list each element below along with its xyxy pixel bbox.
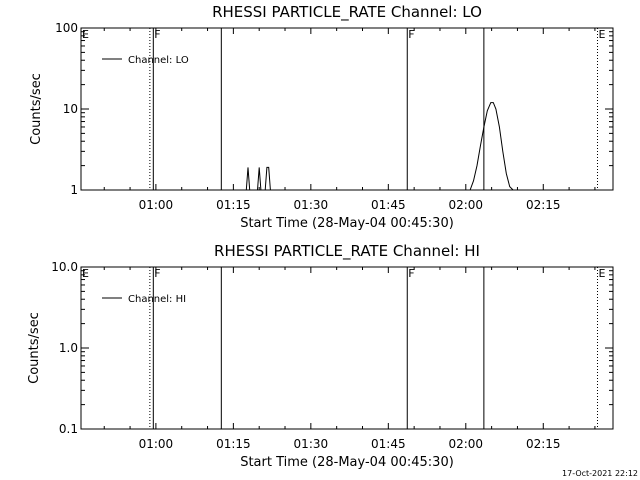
data-series [245, 102, 514, 191]
event-marker-label: E [599, 267, 606, 280]
axis-ticks: 01:00 01:15 01:30 01:45 02:00 02:15 0.1 1.0 10.0 [51, 260, 613, 451]
x-tick-label: 01:45 [371, 198, 406, 212]
panel-title: RHESSI PARTICLE_RATE Channel: LO [212, 3, 482, 22]
x-tick-label: 02:00 [448, 437, 483, 451]
y-tick-label: 1.0 [59, 341, 78, 355]
x-tick-label: 02:00 [448, 198, 483, 212]
hi-channel-panel: RHESSI PARTICLE_RATE Channel: HI Counts/… [27, 242, 614, 470]
lo-channel-panel: RHESSI PARTICLE_RATE Channel: LO Counts/… [29, 3, 614, 231]
event-marker-label: F [154, 267, 160, 280]
y-tick-label: 0.1 [59, 422, 78, 436]
x-tick-label: 01:30 [294, 198, 329, 212]
y-axis-label: Counts/sec [29, 73, 44, 145]
x-tick-label: 01:15 [216, 198, 251, 212]
event-marker-label: F [408, 267, 414, 280]
corner-flag-label: E [82, 267, 89, 280]
plot-frame [80, 27, 614, 191]
corner-flag-label: E [82, 28, 89, 41]
x-tick-label: 02:15 [526, 198, 561, 212]
series-line [245, 102, 514, 191]
x-tick-label: 01:30 [294, 437, 329, 451]
x-tick-label: 01:15 [216, 437, 251, 451]
plot-frame [80, 266, 614, 430]
y-tick-label: 10.0 [51, 260, 78, 274]
x-axis-label: Start Time (28-May-04 00:45:30) [240, 455, 454, 470]
event-marker-label: F [154, 28, 160, 41]
footer-timestamp: 17-Oct-2021 22:12 [562, 469, 638, 478]
axis-ticks: 01:00 01:15 01:30 01:45 02:00 02:15 1 10 100 [55, 21, 613, 212]
y-axis-label: Counts/sec [27, 312, 42, 384]
legend-label: Channel: HI [128, 294, 186, 305]
x-axis-label: Start Time (28-May-04 00:45:30) [240, 216, 454, 231]
y-tick-label: 10 [63, 102, 78, 116]
panel-title: RHESSI PARTICLE_RATE Channel: HI [214, 242, 480, 261]
y-tick-label: 100 [55, 21, 78, 35]
x-tick-label: 01:00 [139, 437, 174, 451]
x-tick-label: 01:00 [139, 198, 174, 212]
legend-label: Channel: LO [128, 55, 189, 66]
y-tick-label: 1 [70, 183, 78, 197]
event-marker-label: E [599, 28, 606, 41]
x-tick-label: 02:15 [526, 437, 561, 451]
event-marker-label: F [408, 28, 414, 41]
x-tick-label: 01:45 [371, 437, 406, 451]
